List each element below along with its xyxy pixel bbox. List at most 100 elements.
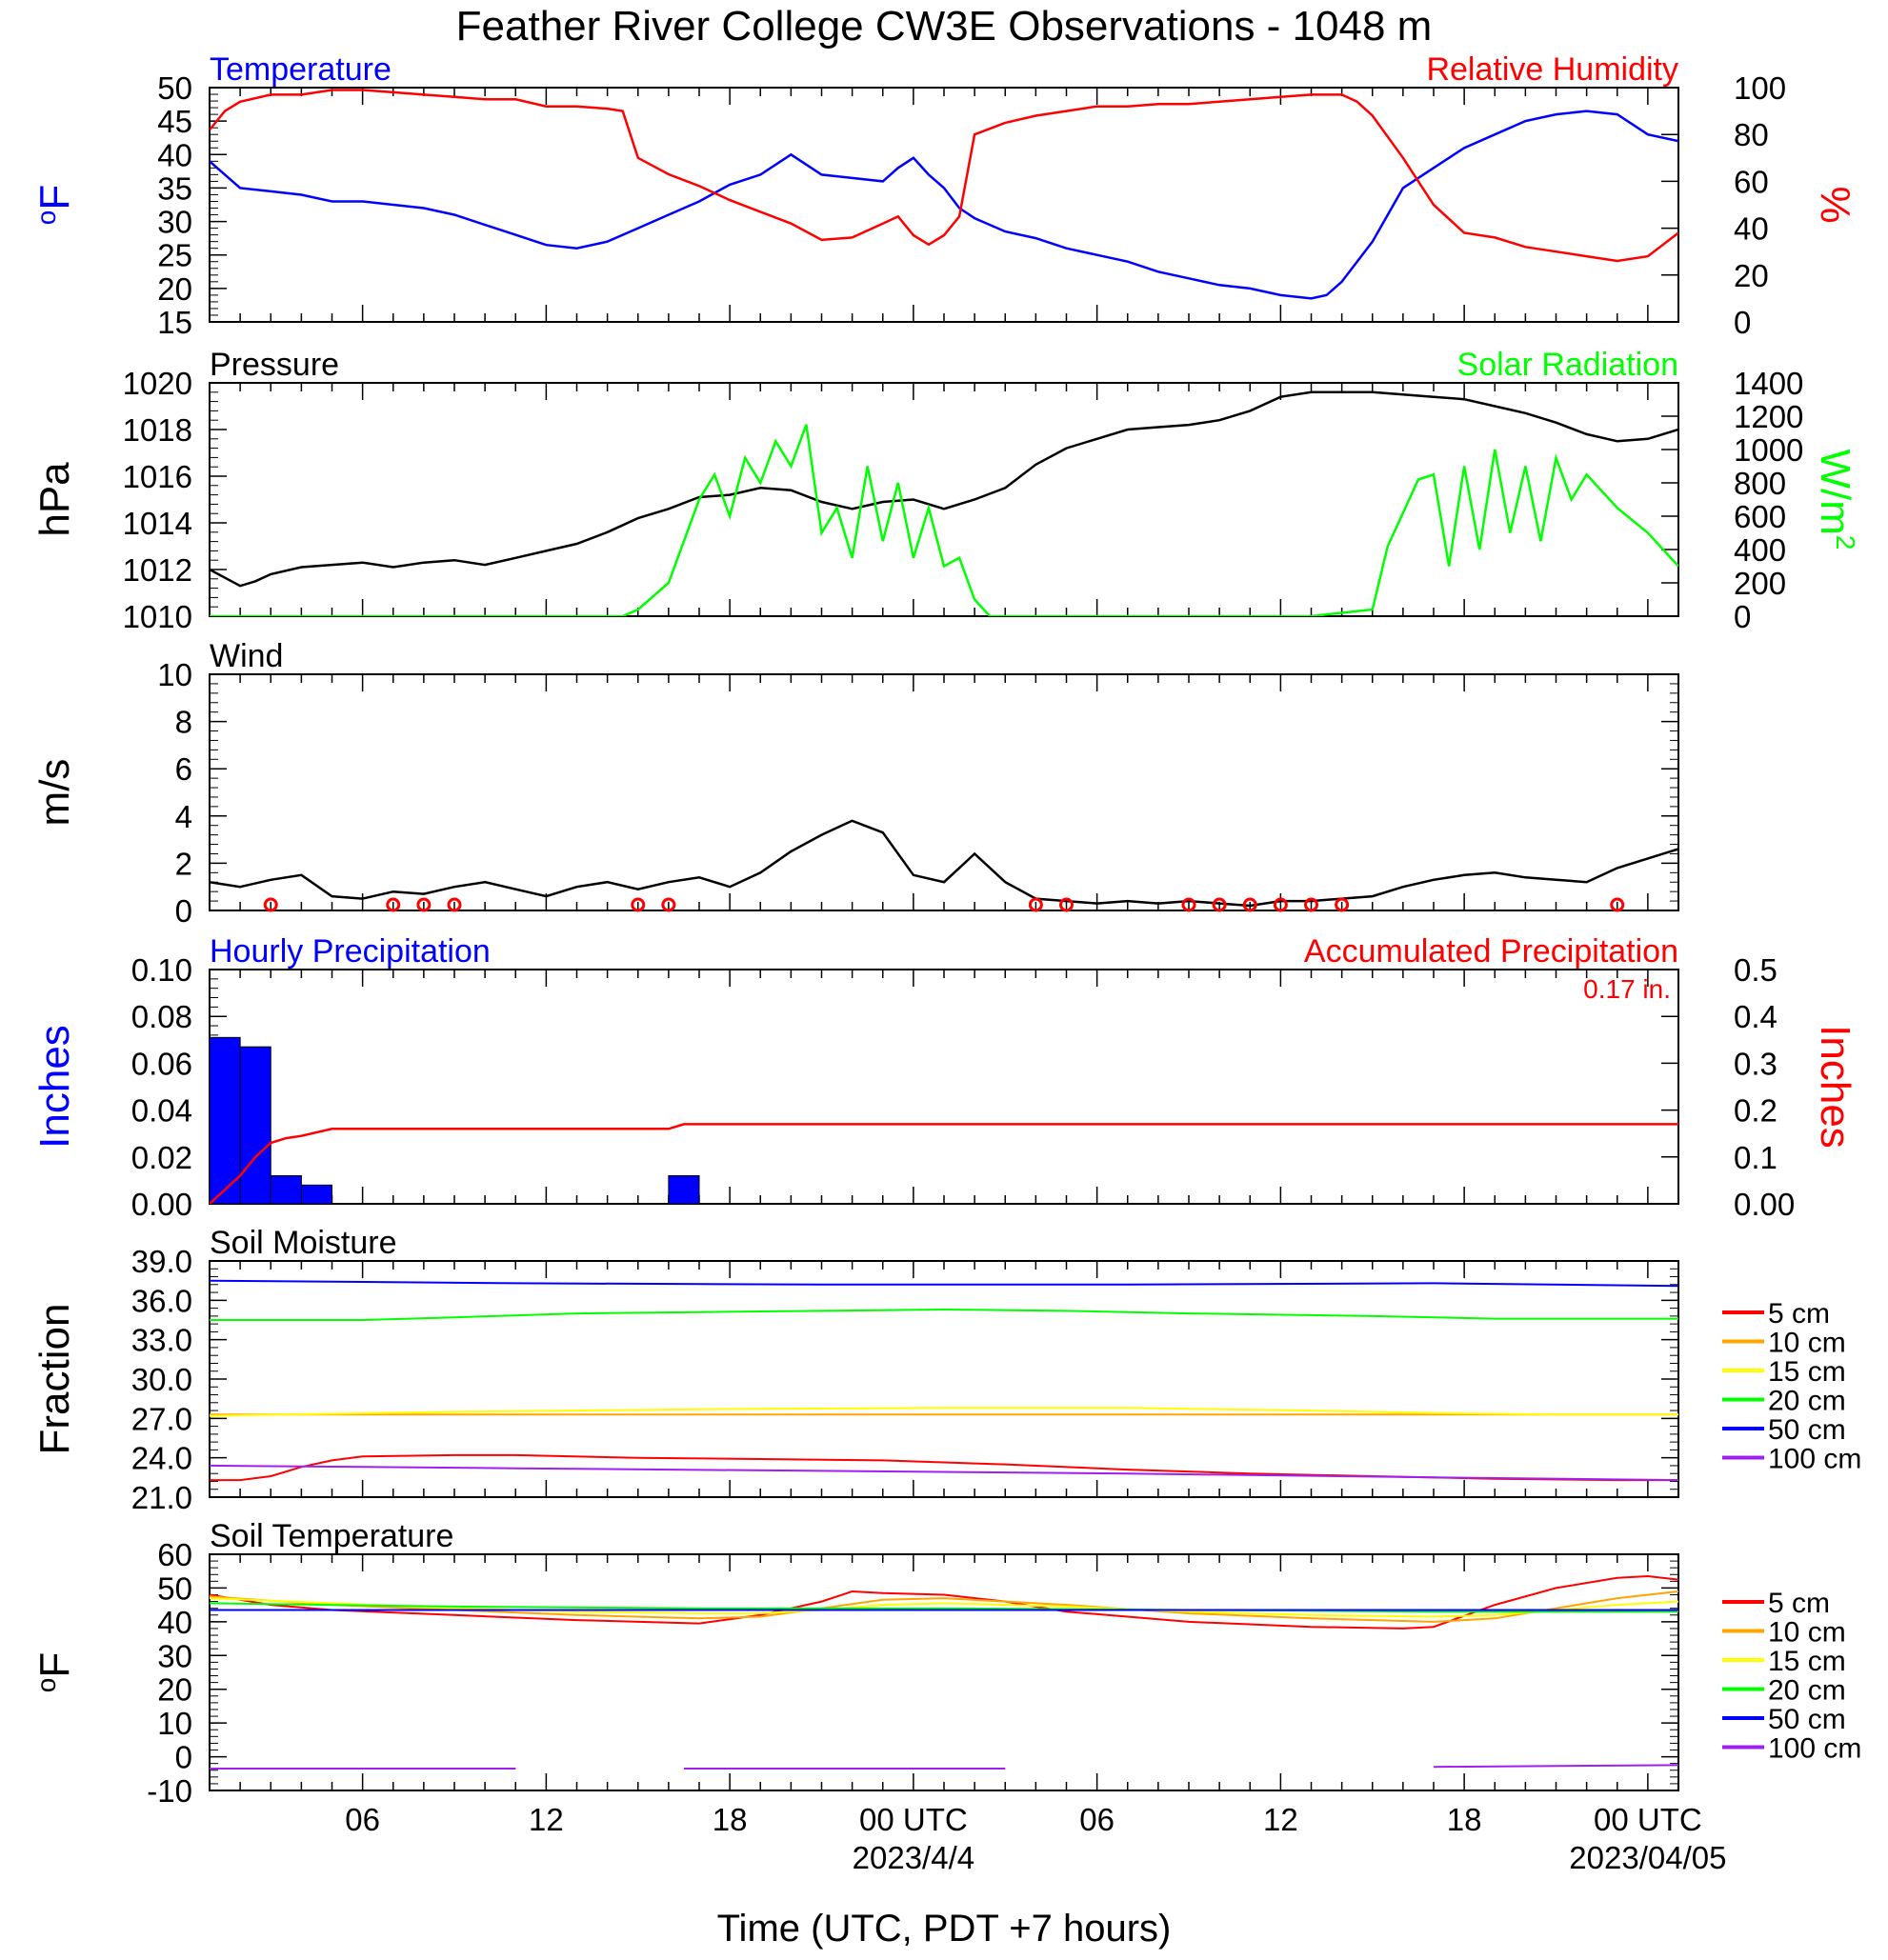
calm-wind-marker bbox=[1335, 897, 1350, 912]
calm-wind-marker bbox=[263, 897, 278, 912]
y2-tick-label: 400 bbox=[1734, 532, 1786, 568]
panel-left-title: Soil Moisture bbox=[210, 1225, 397, 1261]
y-tick-label: 0 bbox=[175, 893, 192, 929]
y2-tick-label: 800 bbox=[1734, 466, 1786, 501]
panel-precip: 0.00 0.02 0.04 0.06 0.08 0.10 0.00 0.1 0.2 0.3 0.4… bbox=[31, 933, 1858, 1222]
legend-label: 100 cm bbox=[1768, 1444, 1861, 1475]
panel-wind: 0 2 4 6 8 10 Wind m/s bbox=[31, 638, 1679, 929]
x-tick-label: 18 bbox=[1447, 1802, 1482, 1837]
precip-bar bbox=[668, 1174, 700, 1205]
legend-label: 15 cm bbox=[1768, 1646, 1846, 1677]
y-tick-label: 0.10 bbox=[131, 952, 192, 988]
legend-label: 20 cm bbox=[1768, 1386, 1846, 1417]
y-tick-label: 1012 bbox=[123, 552, 192, 588]
calm-wind-marker bbox=[447, 897, 462, 912]
legend-label: 10 cm bbox=[1768, 1617, 1846, 1649]
calm-wind-marker bbox=[1028, 897, 1043, 912]
y-tick-label: 30 bbox=[157, 1638, 192, 1673]
x-tick-label: 06 bbox=[1079, 1802, 1115, 1837]
calm-wind-marker bbox=[1059, 897, 1074, 912]
y2-axis-label: Inches bbox=[1812, 1025, 1858, 1149]
panel-left-title: Pressure bbox=[210, 347, 339, 383]
series-line bbox=[210, 1764, 1678, 1770]
y-axis-label: m/s bbox=[31, 759, 78, 827]
legend-label: 10 cm bbox=[1768, 1328, 1846, 1359]
y2-tick-label: 0.4 bbox=[1734, 999, 1778, 1034]
series-line bbox=[210, 110, 1678, 300]
y-tick-label: 15 bbox=[157, 305, 192, 340]
y-axis-label: hPa bbox=[31, 462, 78, 537]
y-axis-label: Fraction bbox=[31, 1304, 78, 1455]
legend-label: 20 cm bbox=[1768, 1675, 1846, 1707]
y-tick-label: 39.0 bbox=[131, 1244, 192, 1279]
y-tick-label: 33.0 bbox=[131, 1323, 192, 1358]
panel-right-title: Solar Radiation bbox=[1457, 347, 1678, 383]
panel-frame bbox=[209, 1553, 1679, 1791]
y-tick-label: 30.0 bbox=[131, 1362, 192, 1397]
series-line bbox=[210, 819, 1678, 908]
y-tick-label: 24.0 bbox=[131, 1441, 192, 1476]
precip-bar bbox=[270, 1174, 302, 1205]
y2-tick-label: 0.1 bbox=[1734, 1140, 1778, 1175]
y-tick-label: 25 bbox=[157, 238, 192, 273]
calm-wind-marker bbox=[1242, 897, 1257, 912]
calm-wind-marker bbox=[386, 897, 401, 912]
figure-title: Feather River College CW3E Observations … bbox=[456, 3, 1433, 50]
y-tick-label: 50 bbox=[157, 1570, 192, 1606]
x-axis-label: Time (UTC, PDT +7 hours) bbox=[717, 1908, 1172, 1950]
series-line bbox=[210, 89, 1678, 263]
series-line bbox=[210, 1590, 1678, 1623]
calm-wind-marker bbox=[661, 897, 676, 912]
y-axis-label: oF bbox=[31, 1652, 78, 1692]
y-tick-label: 21.0 bbox=[131, 1480, 192, 1515]
panel-frame bbox=[209, 87, 1679, 323]
y2-tick-label: 600 bbox=[1734, 499, 1786, 534]
panel-soil_moisture: 21.0 24.0 27.0 30.0 33.0 36.0 39.0 Soil Moistur… bbox=[31, 1225, 1861, 1515]
panel-right-title: Accumulated Precipitation bbox=[1304, 933, 1678, 970]
y-tick-label: 0.08 bbox=[131, 999, 192, 1034]
y-tick-label: 27.0 bbox=[131, 1401, 192, 1436]
y2-tick-label: 1400 bbox=[1734, 366, 1803, 401]
y-tick-label: 0.06 bbox=[131, 1046, 192, 1081]
y2-axis-label: % bbox=[1812, 186, 1858, 223]
calm-wind-marker bbox=[631, 897, 646, 912]
y2-tick-label: 0.5 bbox=[1734, 952, 1778, 988]
y-tick-label: 20 bbox=[157, 271, 192, 307]
y-tick-label: 0.00 bbox=[131, 1187, 192, 1222]
y2-tick-label: 60 bbox=[1734, 164, 1769, 199]
y2-tick-label: 80 bbox=[1734, 117, 1769, 152]
series-line bbox=[210, 1308, 1678, 1321]
y2-axis-label: W/m2 bbox=[1812, 450, 1860, 550]
y-tick-label: 0.02 bbox=[131, 1140, 192, 1175]
accumulated-total: 0.17 in. bbox=[1583, 974, 1671, 1004]
y-tick-label: -10 bbox=[147, 1773, 192, 1809]
y2-tick-label: 200 bbox=[1734, 566, 1786, 601]
x-tick-label: 00 UTC bbox=[1594, 1802, 1702, 1837]
x-tick-label: 00 UTC bbox=[859, 1802, 968, 1837]
series-line bbox=[210, 1123, 1678, 1204]
legend-label: 5 cm bbox=[1768, 1298, 1830, 1330]
legend-label: 100 cm bbox=[1768, 1733, 1861, 1765]
series-line bbox=[210, 1574, 1678, 1630]
y-tick-label: 50 bbox=[157, 70, 192, 106]
y-tick-label: 20 bbox=[157, 1672, 192, 1708]
y-tick-label: 36.0 bbox=[131, 1283, 192, 1318]
y2-tick-label: 0 bbox=[1734, 305, 1751, 340]
panel-right-title: Relative Humidity bbox=[1426, 51, 1678, 88]
legend-label: 5 cm bbox=[1768, 1588, 1830, 1619]
panel-left-title: Temperature bbox=[210, 51, 392, 88]
y-tick-label: 1010 bbox=[123, 599, 192, 634]
y2-tick-label: 1000 bbox=[1734, 432, 1803, 468]
y-tick-label: 1014 bbox=[123, 506, 192, 541]
y2-tick-label: 1200 bbox=[1734, 399, 1803, 434]
calm-wind-marker bbox=[1610, 897, 1625, 912]
panel-pressure_solar: 1010 1012 1014 1016 1018 1020 0200400600800100… bbox=[31, 347, 1860, 634]
legend-label: 50 cm bbox=[1768, 1414, 1846, 1446]
x-date-label: 2023/04/05 bbox=[1569, 1840, 1726, 1875]
calm-wind-marker bbox=[1212, 897, 1227, 912]
series-line bbox=[210, 1279, 1678, 1288]
x-date-label: 2023/4/4 bbox=[853, 1840, 974, 1875]
y-tick-label: 35 bbox=[157, 170, 192, 206]
